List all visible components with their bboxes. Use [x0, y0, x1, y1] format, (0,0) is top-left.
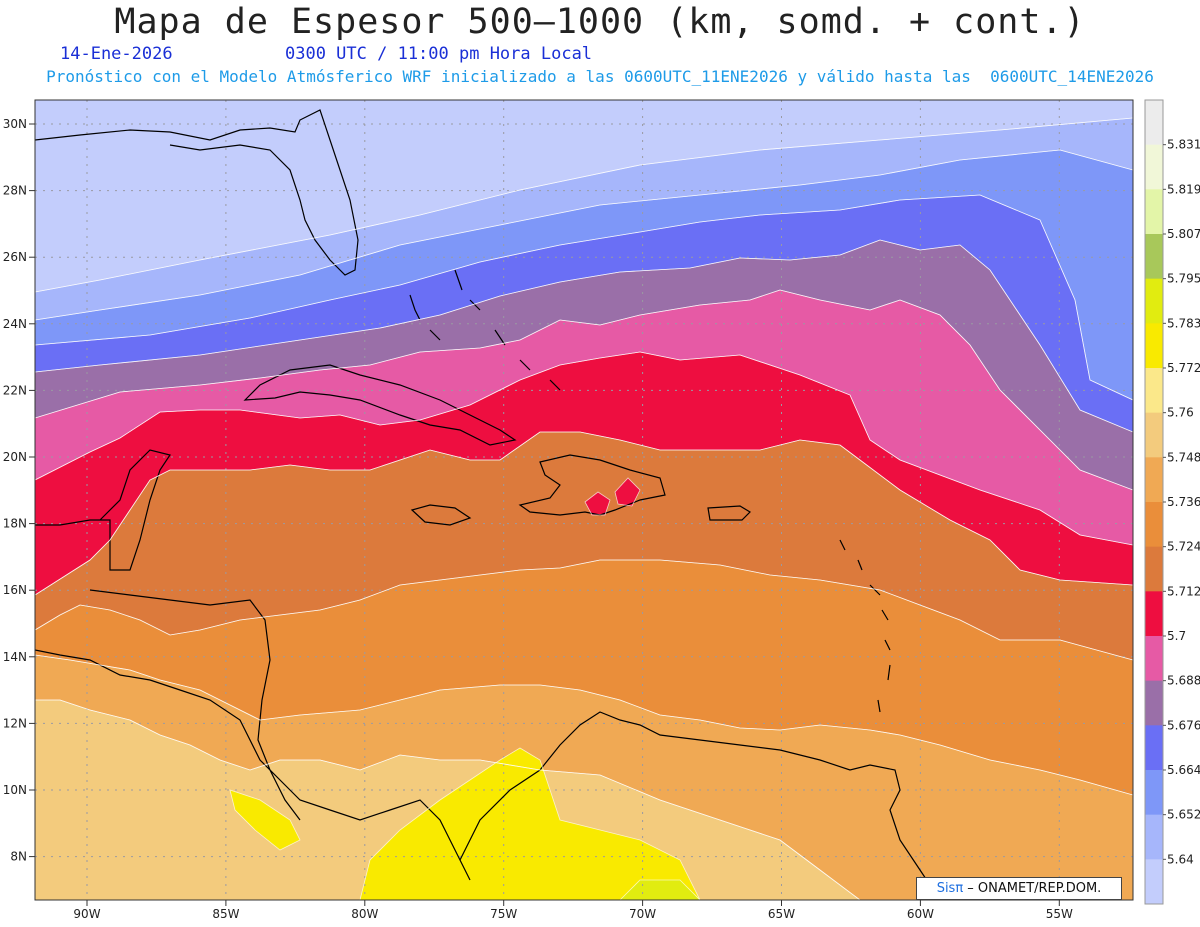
contour-line	[614, 477, 641, 507]
lat-tick-label: 28N	[3, 184, 27, 198]
colorbar-swatch	[1145, 636, 1163, 682]
colorbar-label: 5.831	[1167, 138, 1200, 152]
lat-tick-label: 22N	[3, 383, 27, 397]
lat-tick-label: 14N	[3, 650, 27, 664]
map-frame	[34, 99, 1134, 901]
colorbar-swatch	[1145, 502, 1163, 548]
florida-coast	[35, 109, 359, 276]
band-5.712-hispaniola	[585, 492, 610, 515]
colorbar-swatch	[1145, 144, 1163, 190]
colorbar-swatch	[1145, 725, 1163, 771]
colorbar-label: 5.688	[1167, 674, 1200, 688]
colorbar-swatch	[1145, 278, 1163, 324]
band-5.664	[35, 150, 1133, 400]
colorbar-label: 5.772	[1167, 361, 1200, 375]
colorbar-label: 5.712	[1167, 584, 1200, 598]
jamaica-coast	[410, 504, 472, 526]
colorbar-swatch	[1145, 591, 1163, 637]
lesser-antilles	[839, 539, 891, 713]
colorbar-swatch	[1145, 100, 1163, 146]
colorbar-swatch	[1145, 680, 1163, 726]
band-5.783	[360, 748, 700, 900]
colorbar-swatch	[1145, 234, 1163, 280]
band-5.688	[35, 240, 1133, 490]
forecast-description: Pronóstico con el Modelo Atmósferico WRF…	[46, 67, 1154, 86]
colorbar-swatch	[1145, 859, 1163, 905]
band-5.736	[35, 560, 1133, 795]
colorbar-label: 5.676	[1167, 718, 1200, 732]
lat-tick-label: 10N	[3, 783, 27, 797]
colorbar-label: 5.819	[1167, 182, 1200, 196]
band-5.724	[35, 432, 1133, 660]
band-5.712-hispaniola-east	[615, 478, 640, 506]
latitude-axis: 30N 28N 26N 24N 22N 20N 18N 16N 14N 12N 10N 8N	[3, 117, 35, 864]
lat-tick-label: 30N	[3, 117, 27, 131]
colorbar-label: 5.748	[1167, 450, 1200, 464]
colorbar-label: 5.795	[1167, 272, 1200, 286]
contour-line	[619, 879, 701, 900]
lat-tick-label: 26N	[3, 250, 27, 264]
coastlines	[35, 109, 941, 900]
contour-line	[584, 491, 611, 516]
credit-box: Sisπ – ONAMET/REP.DOM.	[916, 877, 1122, 900]
longitude-axis: 90W 85W 80W 75W 70W 65W 60W 55W	[73, 900, 1073, 921]
lat-tick-label: 8N	[10, 850, 27, 864]
contour-line	[35, 699, 861, 900]
lat-tick-label: 12N	[3, 716, 27, 730]
colorbar: 5.831 5.819 5.807 5.795 5.783 5.772 5.76 5.748 5…	[1144, 99, 1200, 905]
lon-tick-label: 70W	[629, 907, 656, 921]
colorbar-label: 5.64	[1167, 852, 1194, 866]
colorbar-label: 5.724	[1167, 540, 1200, 554]
band-5.748	[35, 655, 1133, 900]
colorbar-swatch	[1145, 323, 1163, 369]
colorbar-swatch	[1145, 457, 1163, 503]
colorbar-label: 5.807	[1167, 227, 1200, 241]
colorbar-swatch	[1145, 189, 1163, 235]
lon-tick-label: 55W	[1046, 907, 1073, 921]
colorbar-label: 5.7	[1167, 629, 1186, 643]
band-5.652	[35, 118, 1133, 320]
lon-tick-label: 60W	[907, 907, 934, 921]
band-5.795	[620, 880, 700, 900]
contour-line	[229, 789, 301, 851]
lat-tick-label: 16N	[3, 583, 27, 597]
forecast-time: 0300 UTC / 11:00 pm Hora Local	[285, 44, 593, 64]
lon-tick-label: 90W	[73, 907, 100, 921]
credit-brand: Sisπ	[936, 881, 964, 896]
lat-tick-label: 20N	[3, 450, 27, 464]
forecast-date: 14-Ene-2026	[60, 44, 173, 64]
band-5.64	[35, 100, 1133, 292]
thickness-bands	[35, 100, 1133, 900]
colorbar-swatch	[1145, 814, 1163, 860]
colorbar-swatch	[1145, 368, 1163, 414]
colorbar-swatch	[1145, 546, 1163, 592]
band-5.783-west	[230, 790, 300, 850]
lon-tick-label: 65W	[768, 907, 795, 921]
credit-org: – ONAMET/REP.DOM.	[963, 881, 1102, 896]
colorbar-swatch	[1145, 412, 1163, 458]
colorbar-label: 5.664	[1167, 763, 1200, 777]
lat-tick-label: 18N	[3, 517, 27, 531]
colorbar-label: 5.76	[1167, 406, 1194, 420]
band-5.676	[35, 195, 1133, 432]
lon-tick-label: 75W	[490, 907, 517, 921]
bahamas-islands	[409, 269, 561, 391]
colorbar-label: 5.736	[1167, 495, 1200, 509]
cuba-coast	[243, 364, 517, 446]
colorbar-label: 5.783	[1167, 316, 1200, 330]
central-america-coast	[35, 449, 471, 881]
lon-tick-label: 80W	[351, 907, 378, 921]
colorbar-swatch	[1145, 770, 1163, 816]
south-america-coast	[459, 711, 941, 900]
lon-tick-label: 85W	[212, 907, 239, 921]
map-area	[35, 100, 1133, 900]
band-5.7	[35, 290, 1133, 545]
puerto-rico-coast	[707, 505, 751, 521]
lat-tick-label: 24N	[3, 317, 27, 331]
contour-line	[359, 747, 701, 900]
map-title: Mapa de Espesor 500—1000 (km, somd. + co…	[114, 2, 1086, 42]
thickness-contours	[35, 100, 1133, 900]
colorbar-label: 5.652	[1167, 808, 1200, 822]
